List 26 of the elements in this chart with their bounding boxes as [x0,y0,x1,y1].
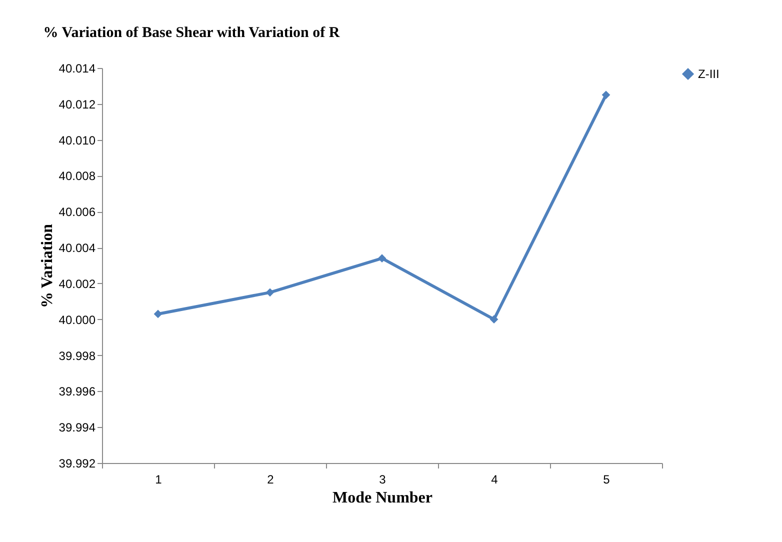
point [490,315,498,324]
point [378,254,386,262]
chart-title: % Variation of Base Shear with Variation of R [43,25,340,41]
x-tick-label: 1 [155,472,162,486]
y-tick-label: 40.000 [58,312,96,327]
y-axis-title: % Variation [38,224,56,308]
x-tick-label: 3 [379,472,386,486]
point [266,288,274,297]
y-tick-label: 40.014 [58,62,96,76]
point [602,90,610,100]
y-tick-label: 40.004 [58,241,96,256]
x-tick-label: 4 [491,472,498,486]
y-tick-label: 40.006 [58,205,96,220]
x-tick-label: 5 [603,472,610,486]
y-tick-label: 40.002 [58,276,96,291]
y-tick-label: 40.008 [58,169,96,184]
y-tick-label: 40.012 [58,97,96,112]
y-tick-label: 39.992 [58,456,96,470]
x-axis-title: Mode Number [332,490,432,506]
y-tick-label: 40.010 [58,133,96,148]
y-tick-label: 39.998 [58,348,96,363]
y-tick-label: 39.996 [58,384,96,399]
legend-label: Z-III [698,67,720,81]
point [154,310,162,318]
y-tick-label: 39.994 [58,420,96,435]
x-tick-label: 2 [267,472,274,486]
